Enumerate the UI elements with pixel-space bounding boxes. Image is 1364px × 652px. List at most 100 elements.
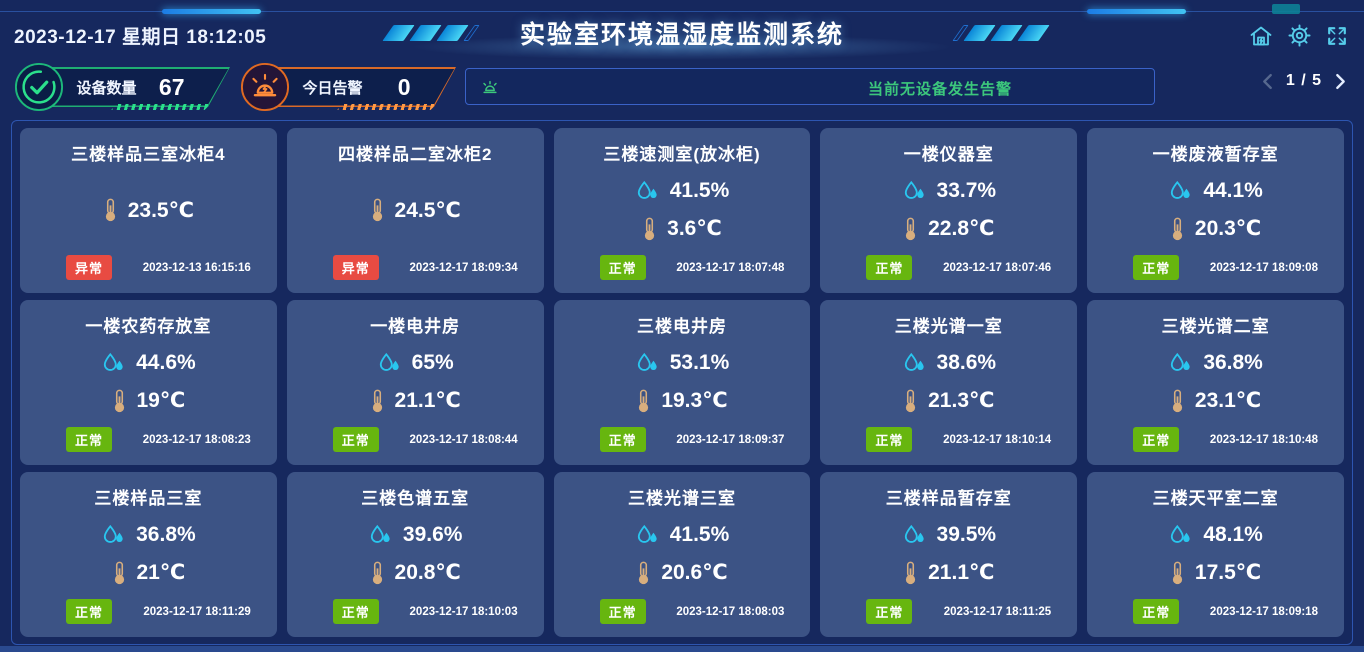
device-card[interactable]: 一楼仪器室 33.7% xyxy=(820,128,1078,293)
card-title: 三楼光谱一室 xyxy=(894,317,1003,336)
status-badge: 正常 xyxy=(599,599,646,624)
temperature-value: 20.8℃ xyxy=(394,561,461,585)
card-footer: 正常 2023-12-17 18:08:44 xyxy=(287,427,544,452)
device-card[interactable]: 三楼光谱三室 41.5% xyxy=(553,472,811,637)
temperature-icon xyxy=(114,561,124,584)
device-card[interactable]: 三楼光谱一室 38.6% xyxy=(820,300,1078,465)
humidity-icon xyxy=(103,352,123,371)
card-title: 一楼仪器室 xyxy=(903,145,994,164)
fullscreen-icon[interactable] xyxy=(1326,25,1348,47)
humidity-row: 33.7% xyxy=(902,179,996,203)
page-indicator: 1 / 5 xyxy=(1285,72,1322,89)
device-card[interactable]: 三楼速测室(放冰柜) 41.5% xyxy=(553,128,811,293)
status-badge: 正常 xyxy=(332,427,379,452)
humidity-value: 65% xyxy=(411,350,454,374)
device-card[interactable]: 三楼光谱二室 36.8% xyxy=(1087,300,1344,465)
alarm-stat-panel: 今日告警 0 xyxy=(271,67,456,107)
device-card[interactable]: 一楼废液暂存室 44.1% xyxy=(1087,128,1344,293)
temperature-value: 21.3℃ xyxy=(928,389,995,413)
card-body: 33.7% 22.8℃ xyxy=(820,165,1077,255)
card-timestamp: 2023-12-17 18:07:46 xyxy=(943,261,1052,274)
card-title: 三楼光谱三室 xyxy=(627,489,736,508)
top-decoration-line xyxy=(0,11,1364,12)
humidity-icon xyxy=(1171,180,1190,199)
card-body: 44.6% 19℃ xyxy=(20,337,277,427)
temperature-icon xyxy=(639,561,649,584)
card-timestamp: 2023-12-17 18:08:03 xyxy=(676,605,785,618)
device-card[interactable]: 三楼色谱五室 39.6% xyxy=(286,472,544,637)
status-badge: 异常 xyxy=(66,255,113,280)
device-card[interactable]: 三楼样品暂存室 39.5% xyxy=(820,472,1078,637)
humidity-icon xyxy=(904,180,924,199)
home-icon[interactable] xyxy=(1249,25,1273,47)
temperature-value: 21.1℃ xyxy=(928,561,995,585)
card-title: 三楼色谱五室 xyxy=(361,489,470,508)
temperature-value: 19℃ xyxy=(136,389,186,413)
alert-siren-icon xyxy=(483,80,497,94)
device-card[interactable]: 四楼样品二室冰柜2 24.5℃ 异常 2023-12-17 18:09:3 xyxy=(286,128,544,293)
card-title: 三楼天平室二室 xyxy=(1152,489,1279,508)
device-stat-hatch xyxy=(111,104,210,110)
temperature-icon xyxy=(372,198,382,222)
card-title: 三楼样品三室冰柜4 xyxy=(71,145,226,164)
status-badge: 正常 xyxy=(66,427,113,452)
temperature-row: 3.6℃ xyxy=(642,216,722,241)
humidity-value: 39.6% xyxy=(402,522,463,546)
humidity-icon xyxy=(379,352,399,371)
temperature-icon xyxy=(114,389,124,412)
temperature-value: 17.5℃ xyxy=(1194,561,1262,585)
device-card[interactable]: 三楼样品三室 36.8% xyxy=(20,472,277,637)
temperature-icon xyxy=(372,389,382,412)
humidity-row: 39.5% xyxy=(902,523,996,547)
humidity-icon xyxy=(637,180,657,199)
header-toolbar xyxy=(1249,24,1348,47)
status-badge: 异常 xyxy=(332,255,379,280)
device-card[interactable]: 三楼电井房 53.1% xyxy=(553,300,811,465)
humidity-value: 41.5% xyxy=(669,522,730,546)
temperature-row: 20.8℃ xyxy=(370,560,461,585)
card-body: 38.6% 21.3℃ xyxy=(820,337,1077,427)
card-timestamp: 2023-12-17 18:09:08 xyxy=(1209,261,1318,274)
humidity-icon xyxy=(103,524,123,543)
header: 2023-12-17 星期日 18:12:05 实验室环境温湿度监测系统 xyxy=(0,0,1364,60)
temperature-icon xyxy=(645,217,655,240)
card-title: 四楼样品二室冰柜2 xyxy=(337,145,493,164)
card-grid: 三楼样品三室冰柜4 23.5℃ 异常 2023-12-13 16:15:1 xyxy=(20,128,1344,637)
card-title: 一楼电井房 xyxy=(370,317,461,336)
card-footer: 正常 2023-12-17 18:11:29 xyxy=(20,599,277,624)
temperature-row: 19.3℃ xyxy=(636,388,728,413)
humidity-icon xyxy=(904,524,924,543)
humidity-row: 44.6% xyxy=(101,351,196,375)
humidity-row: 44.1% xyxy=(1168,179,1263,203)
card-body: 23.5℃ xyxy=(20,165,277,255)
card-body: 41.5% 20.6℃ xyxy=(554,509,811,599)
card-timestamp: 2023-12-17 18:10:14 xyxy=(943,433,1052,446)
prev-page-button[interactable] xyxy=(1262,73,1273,90)
humidity-value: 38.6% xyxy=(936,350,997,374)
chevron-left-icon xyxy=(1263,73,1272,89)
next-page-button[interactable] xyxy=(1335,73,1346,90)
device-card[interactable]: 一楼电井房 65% xyxy=(286,300,544,465)
card-footer: 正常 2023-12-17 18:10:14 xyxy=(820,427,1077,452)
device-card[interactable]: 一楼农药存放室 44.6% xyxy=(20,300,277,465)
alert-message: 当前无设备发生告警 xyxy=(868,81,1013,98)
device-card[interactable]: 三楼样品三室冰柜4 23.5℃ 异常 2023-12-13 16:15:1 xyxy=(20,128,277,293)
alarm-today-label: 今日告警 xyxy=(302,79,363,97)
card-body: 65% 21.1℃ xyxy=(287,337,544,427)
bottom-strip xyxy=(0,646,1364,652)
temperature-icon xyxy=(639,389,649,412)
temperature-icon xyxy=(906,561,916,584)
temperature-row: 20.3℃ xyxy=(1170,216,1261,241)
card-body: 48.1% 17.5℃ xyxy=(1087,509,1344,599)
temperature-row: 23.5℃ xyxy=(103,198,194,223)
card-timestamp: 2023-12-13 16:15:16 xyxy=(142,261,251,274)
device-card[interactable]: 三楼天平室二室 48.1% xyxy=(1087,472,1344,637)
device-count-stat: 设备数量 67 xyxy=(14,62,230,112)
humidity-icon xyxy=(1171,352,1190,371)
temperature-row: 21.1℃ xyxy=(370,388,461,413)
temperature-value: 20.6℃ xyxy=(661,561,728,585)
chevron-right-icon xyxy=(1336,73,1345,89)
settings-icon[interactable] xyxy=(1288,24,1311,47)
card-body: 36.8% 23.1℃ xyxy=(1087,337,1344,427)
humidity-row: 38.6% xyxy=(902,350,997,375)
